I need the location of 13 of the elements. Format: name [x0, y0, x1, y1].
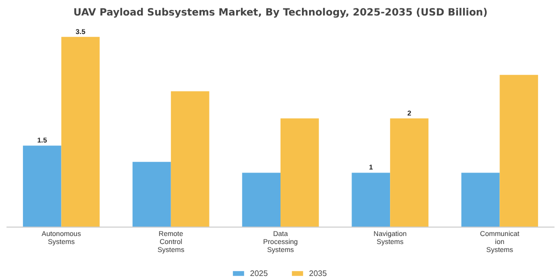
bar: [280, 118, 319, 228]
legend-label: 2025: [250, 268, 269, 278]
bar: [461, 172, 500, 228]
bar: [500, 74, 538, 228]
bar: [132, 162, 171, 228]
bar: [242, 172, 280, 228]
bar: [61, 36, 100, 228]
legend-label: 2035: [309, 268, 328, 278]
chart-title: UAV Payload Subsystems Market, By Technology, 2025-2035 (USD Billion): [73, 8, 488, 18]
bar: [170, 91, 210, 228]
bar: [22, 146, 62, 228]
bar: [390, 118, 428, 228]
bar: [352, 172, 390, 228]
